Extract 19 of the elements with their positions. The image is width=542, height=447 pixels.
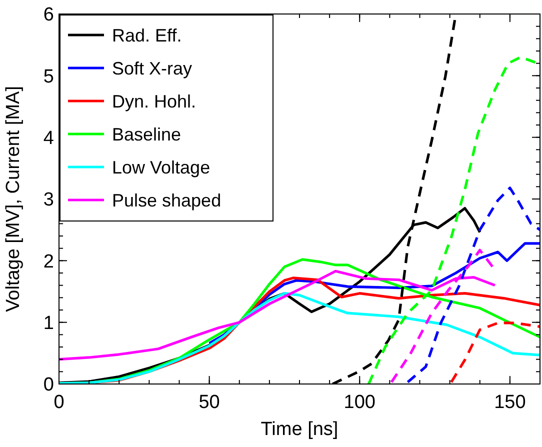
y-tick-label: 6 — [43, 4, 54, 26]
x-tick-label: 100 — [344, 392, 376, 413]
legend-label: Soft X-ray — [112, 58, 192, 78]
legend-label: Low Voltage — [112, 157, 210, 178]
y-tick-label: 2 — [43, 251, 54, 272]
y-tick-label: 1 — [43, 312, 54, 334]
x-tick-label: 150 — [494, 392, 526, 413]
y-tick-label: 5 — [43, 66, 54, 88]
y-tick-label: 0 — [43, 374, 54, 396]
y-tick-label: 4 — [43, 128, 54, 149]
legend-label: Baseline — [112, 124, 182, 144]
y-axis-title: Voltage [MV], Current [MA] — [3, 86, 24, 312]
line-series — [450, 322, 540, 384]
legend-label: Dyn. Hohl. — [112, 91, 196, 112]
y-tick-label: 3 — [43, 190, 54, 211]
x-axis-title: Time [ns] — [260, 419, 338, 440]
legend-label: Rad. Eff. — [112, 25, 182, 46]
x-tick-label: 50 — [198, 392, 220, 413]
legend-label: Pulse shaped — [112, 190, 222, 210]
